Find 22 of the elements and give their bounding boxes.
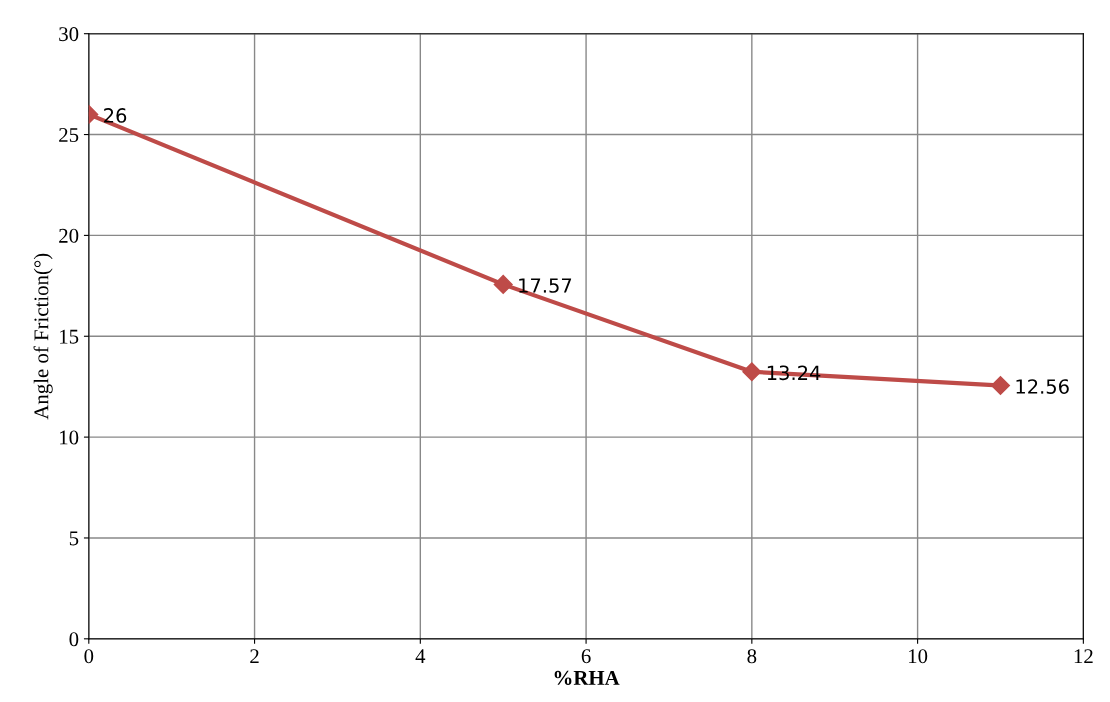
y-tick-label: 10	[60, 430, 79, 445]
y-axis-title: Angle of Friction(°)	[33, 253, 53, 420]
y-tick-label: 0	[69, 632, 79, 647]
point	[990, 375, 1011, 396]
data-label: 17.57	[519, 278, 572, 293]
y-tick-label: 25	[59, 127, 79, 142]
x-tick-label: 12	[1074, 649, 1093, 663]
x-tick-label: 0	[84, 649, 94, 664]
x-tick-label: 4	[415, 649, 426, 663]
data-label: 13.24	[767, 365, 821, 381]
x-tick-label: 6	[581, 649, 591, 664]
point	[742, 362, 762, 382]
y-tick-label: 30	[59, 27, 79, 42]
x-tick-label: 10	[909, 649, 928, 664]
data-label: 26	[104, 108, 127, 123]
x-tick-label: 8	[747, 649, 757, 664]
y-tick-label: 15	[60, 329, 79, 344]
x-axis-title: %RHA	[554, 670, 620, 685]
data-label: 12.56	[1016, 379, 1069, 394]
y-tick-label: 20	[59, 228, 79, 243]
y-tick-label: 5	[69, 531, 79, 546]
x-tick-label: 2	[250, 649, 259, 663]
